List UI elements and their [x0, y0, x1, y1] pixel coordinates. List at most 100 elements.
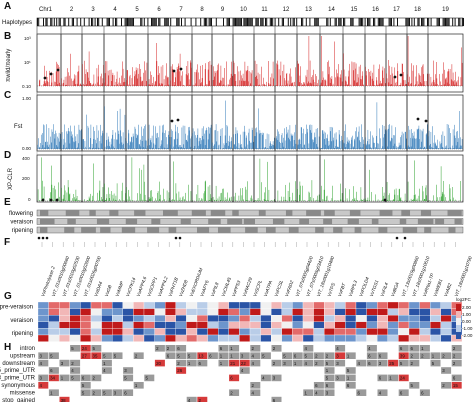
svg-text:4: 4 — [103, 368, 106, 373]
variant-count-tile — [377, 374, 388, 382]
variant-count-tile — [292, 359, 303, 367]
heatmap-cell — [260, 328, 272, 336]
heatmap-cell — [419, 315, 431, 322]
variant-row-label: 5_prime_UTR — [0, 368, 36, 374]
svg-text:22: 22 — [241, 361, 246, 366]
svg-text:5: 5 — [432, 361, 435, 366]
gene-label: VvPCSL — [273, 279, 284, 297]
heatmap-cell — [228, 301, 240, 309]
variant-count-tile — [409, 352, 420, 359]
svg-text:6: 6 — [453, 376, 456, 381]
heatmap-cell — [313, 308, 325, 316]
variant-count-tile — [250, 389, 261, 396]
variant-count-tile — [70, 359, 81, 367]
haplotypes-label: Haplotypes — [2, 20, 32, 26]
variant-count-tile — [112, 352, 123, 359]
variant-count-tile — [239, 367, 250, 374]
svg-text:4: 4 — [40, 361, 43, 366]
heatmap-cell — [281, 301, 293, 309]
svg-text:2: 2 — [315, 353, 318, 358]
heatmap-cell — [377, 301, 388, 309]
svg-text:2: 2 — [135, 353, 138, 358]
heatmap-cell — [228, 315, 240, 322]
heatmap-cell — [48, 334, 60, 342]
heatmap-cell — [112, 315, 123, 322]
heatmap-cell — [207, 334, 219, 342]
svg-text:6: 6 — [294, 353, 297, 358]
svg-text:4: 4 — [315, 390, 318, 395]
variant-count-tile — [48, 352, 59, 359]
heatmap-cell — [165, 321, 176, 329]
heatmap-cell — [69, 328, 81, 336]
svg-text:3: 3 — [379, 361, 382, 366]
heatmap-cell — [345, 301, 357, 309]
variant-count-tile — [303, 345, 314, 352]
heatmap-cell — [143, 301, 155, 309]
heatmap-cell — [271, 315, 282, 322]
heatmap-cell — [355, 315, 367, 322]
svg-text:6: 6 — [379, 353, 382, 358]
variant-count-tile — [409, 382, 420, 389]
chromosome-label: 11 — [261, 7, 268, 13]
gene-label: VvPOLD4 — [358, 276, 370, 297]
heatmap-cell — [324, 334, 335, 342]
heatmap-cell — [249, 328, 261, 336]
heatmap-cell — [281, 328, 293, 336]
heatmap-cell — [186, 321, 198, 329]
heatmap-cell — [165, 301, 176, 309]
heatmap-cell — [345, 315, 357, 322]
svg-text:4: 4 — [305, 346, 308, 351]
svg-text:3: 3 — [40, 353, 43, 358]
heatmap-cell — [292, 308, 304, 316]
variant-count-tile — [91, 389, 102, 396]
heatmap-cell — [165, 315, 176, 322]
svg-text:6: 6 — [177, 346, 180, 351]
variant-count-tile — [451, 374, 462, 382]
xpclr-tick-mid: 200 — [22, 176, 30, 181]
variant-count-tile — [48, 374, 59, 382]
svg-text:1: 1 — [432, 353, 435, 358]
panel-letter-f: F — [4, 237, 10, 248]
fst-axis-label: Fst — [14, 124, 23, 130]
variant-count-tile — [218, 352, 229, 359]
svg-text:2: 2 — [93, 376, 96, 381]
heatmap-cell — [366, 321, 378, 329]
gene-label: VvBGA — [390, 281, 400, 297]
variant-count-tile — [271, 374, 282, 382]
pi-tick-bottom: 0.10 — [22, 84, 31, 89]
heatmap-cell — [175, 334, 187, 342]
panel-letter-d: D — [4, 150, 11, 161]
svg-text:2: 2 — [273, 346, 276, 351]
svg-text:6: 6 — [368, 353, 371, 358]
variant-count-tile — [324, 352, 335, 359]
heatmap-cell — [122, 334, 134, 342]
variant-count-tile — [70, 367, 81, 374]
gene-label: VvSOPP1 — [146, 276, 158, 298]
heatmap-cell — [398, 321, 410, 329]
heatmap-cell — [345, 334, 357, 342]
heatmap-cell — [440, 315, 452, 322]
variant-count-tile — [313, 389, 324, 396]
svg-text:4: 4 — [252, 353, 255, 358]
heatmap-cell — [154, 328, 166, 336]
svg-text:1: 1 — [326, 368, 329, 373]
svg-text:2: 2 — [71, 361, 74, 366]
heatmap-cell — [302, 301, 314, 309]
pi-tick-top: 10³ — [24, 36, 31, 41]
heatmap-cell — [249, 334, 261, 342]
heatmap-cell — [207, 321, 219, 329]
svg-text:5: 5 — [262, 353, 265, 358]
heatmap-cell — [419, 321, 431, 329]
variant-count-tile — [250, 352, 261, 359]
heatmap-cell — [271, 334, 282, 342]
heatmap-cell — [430, 334, 441, 342]
variant-count-tile — [176, 352, 187, 359]
gene-label: VvRPL3 — [348, 279, 359, 297]
heatmap-cell — [196, 301, 208, 309]
variant-count-tile — [80, 352, 91, 359]
heatmap-cell — [387, 301, 399, 309]
heatmap-cell — [80, 301, 92, 309]
variant-count-tile — [144, 374, 155, 382]
variant-count-tile — [324, 367, 335, 374]
heatmap-cell — [90, 328, 102, 336]
